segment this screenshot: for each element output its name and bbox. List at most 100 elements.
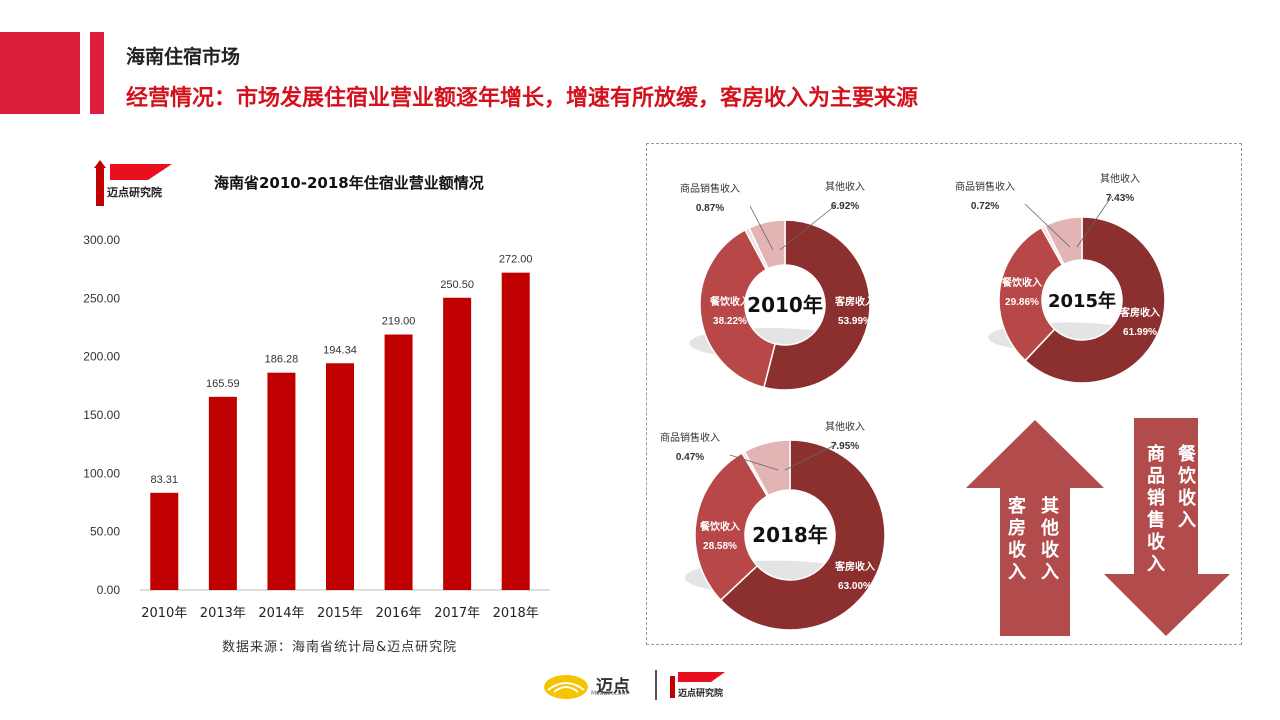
- bar-value-label: 219.00: [382, 316, 416, 328]
- y-tick-label: 50.00: [90, 525, 120, 539]
- y-tick-label: 0.00: [97, 583, 121, 597]
- donut-slice: [763, 219, 871, 391]
- donut-slice-name: 客房收入: [834, 560, 875, 573]
- logo-label: 迈点研究院: [107, 186, 162, 199]
- bar: [267, 372, 296, 590]
- svg-text:他: 他: [1040, 517, 1059, 539]
- x-tick-label: 2015年: [317, 606, 363, 621]
- svg-text:收: 收: [1178, 487, 1196, 509]
- svg-text:餐: 餐: [1177, 443, 1197, 465]
- svg-text:品: 品: [1147, 466, 1165, 487]
- donut-slice: [1024, 216, 1166, 384]
- up-arrow: [966, 420, 1104, 636]
- donut-slice: [998, 226, 1064, 362]
- data-source: 数据来源：海南省统计局&迈点研究院: [222, 640, 458, 655]
- bar: [384, 334, 413, 590]
- svg-text:客: 客: [1008, 495, 1027, 517]
- donut-slice-name: 餐饮收入: [709, 295, 750, 308]
- donut-slice: [699, 228, 776, 389]
- footer-institute-logo: [670, 672, 725, 698]
- svg-text:入: 入: [1041, 562, 1059, 583]
- donut-slice: [743, 439, 791, 497]
- svg-text:房: 房: [1008, 517, 1026, 539]
- bar-value-label: 194.34: [323, 344, 357, 356]
- donut-slice-value: 0.87%: [696, 203, 724, 214]
- leader-line: [749, 205, 774, 251]
- donut-slice-name: 其他收入: [1100, 172, 1140, 185]
- bar-value-label: 83.31: [151, 474, 179, 486]
- donut-slice-value: 0.47%: [676, 452, 704, 463]
- bar-value-label: 165.59: [206, 378, 240, 390]
- leader-line: [779, 203, 838, 251]
- svg-text:入: 入: [1178, 510, 1196, 531]
- donut-center-title: 2010年: [747, 293, 823, 317]
- donut-slice: [694, 451, 769, 602]
- bar-value-label: 272.00: [499, 254, 533, 266]
- donut-slice-name: 其他收入: [825, 420, 865, 433]
- svg-text:售: 售: [1147, 509, 1165, 531]
- leader-line: [1076, 195, 1113, 248]
- donut-center-title: 2018年: [752, 523, 828, 547]
- bar-chart-title: 海南省2010-2018年住宿业营业额情况: [214, 174, 484, 192]
- page-title: 海南住宿市场: [126, 46, 241, 68]
- bar: [150, 492, 179, 590]
- leader-line: [784, 443, 838, 471]
- donut-center-title: 2015年: [1048, 290, 1116, 312]
- svg-text:收: 收: [1008, 539, 1026, 561]
- bar: [443, 297, 472, 590]
- y-tick-label: 150.00: [83, 408, 120, 422]
- x-tick-label: 2010年: [141, 606, 187, 621]
- y-tick-label: 250.00: [83, 291, 120, 305]
- y-tick-label: 300.00: [83, 233, 120, 247]
- header-accent: [90, 32, 104, 114]
- bar: [326, 363, 354, 590]
- donut-slice-name: 餐饮收入: [699, 520, 740, 533]
- leader-line: [729, 454, 779, 471]
- donut-slice-name: 其他收入: [825, 180, 865, 193]
- donut-slice-value: 38.22%: [713, 316, 747, 327]
- bar-value-label: 186.28: [265, 354, 299, 366]
- svg-text:入: 入: [1147, 554, 1165, 575]
- svg-text:饮: 饮: [1177, 465, 1197, 487]
- x-tick-label: 2014年: [258, 606, 304, 621]
- header-band: [0, 32, 80, 114]
- page-subtitle: 经营情况：市场发展住宿业营业额逐年增长，增速有所放缓，客房收入为主要来源: [126, 86, 919, 111]
- donut-slice-value: 28.58%: [703, 541, 737, 552]
- donut-slice: [719, 439, 886, 631]
- svg-text:收: 收: [1041, 539, 1059, 561]
- svg-text:收: 收: [1147, 531, 1165, 553]
- donut-slice-value: 7.95%: [831, 441, 859, 452]
- donut-slice-value: 63.00%: [838, 581, 872, 592]
- institute-logo: [94, 160, 172, 206]
- donut-slice-value: 6.92%: [831, 201, 859, 212]
- svg-text:其: 其: [1041, 496, 1059, 517]
- x-tick-label: 2013年: [200, 606, 246, 621]
- bar-chart: 0.00 50.00 100.00 150.00 200.00 250.00 300.00 8…: [83, 233, 550, 621]
- footer-brand-sub: Meadin.com: [591, 690, 628, 697]
- down-arrow: [1104, 418, 1230, 636]
- footer-institute-label: 迈点研究院: [678, 689, 724, 699]
- y-tick-label: 200.00: [83, 350, 120, 364]
- y-tick-label: 100.00: [83, 466, 120, 480]
- bar: [501, 272, 530, 590]
- donut-slice-value: 29.86%: [1005, 297, 1039, 308]
- x-tick-label: 2017年: [434, 606, 480, 621]
- donut-slice-value: 7.43%: [1106, 193, 1134, 204]
- donut-slice-name: 商品销售收入: [660, 431, 720, 444]
- svg-text:入: 入: [1008, 562, 1026, 583]
- donut-slice-name: 商品销售收入: [955, 180, 1015, 193]
- bar-value-label: 250.50: [440, 279, 474, 291]
- donut-slice-name: 餐饮收入: [1001, 276, 1042, 289]
- footer-brand: 迈点: [596, 677, 630, 697]
- svg-text:销: 销: [1147, 487, 1165, 509]
- x-tick-label: 2018年: [493, 606, 539, 621]
- donut-slice-name: 客房收入: [1119, 306, 1160, 319]
- footer-separator: [655, 670, 657, 700]
- leader-line: [1024, 203, 1071, 248]
- donut-slice-value: 53.99%: [838, 316, 872, 327]
- down-arrow-label: 商品销售收入 餐饮收入: [1147, 443, 1197, 575]
- donut-slice-value: 61.99%: [1123, 327, 1157, 338]
- x-tick-label: 2016年: [376, 606, 422, 621]
- donut-panel: [646, 143, 1242, 645]
